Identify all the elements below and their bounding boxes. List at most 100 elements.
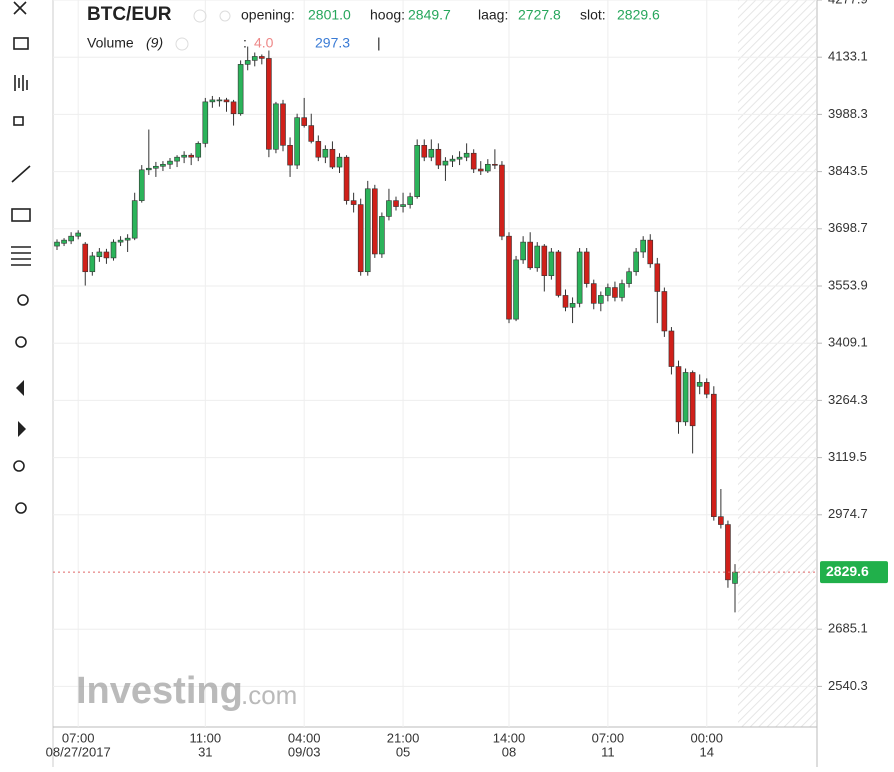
x-tick-label: 09/03 [288, 744, 321, 759]
candle-body [138, 169, 145, 201]
candle-body [294, 117, 300, 166]
scroll-left[interactable] [16, 380, 24, 396]
candle-body [82, 243, 89, 273]
y-tick-label: 3843.5 [828, 163, 868, 178]
candle-body [54, 241, 60, 247]
zoom-fit[interactable] [13, 460, 25, 472]
low-value: 2727.8 [518, 7, 561, 23]
candle-body [633, 251, 639, 273]
candle-body [273, 103, 279, 150]
zoom-out[interactable] [15, 336, 27, 348]
settings-icon[interactable] [219, 10, 231, 22]
candle-body [364, 188, 371, 273]
candle-body [195, 143, 202, 158]
select-tool[interactable] [13, 37, 29, 50]
y-tick-label: 3264.3 [828, 392, 868, 407]
candle-body [202, 101, 209, 144]
y-tick-label: 4133.1 [828, 49, 868, 64]
y-tick-label: 4277.9 [828, 0, 868, 6]
close-value: 2829.6 [617, 7, 660, 23]
candle-body [527, 241, 533, 269]
candle-body [485, 163, 491, 172]
zoom-reset[interactable] [15, 502, 27, 514]
visibility-icon[interactable] [193, 9, 207, 23]
candle-body [435, 148, 442, 166]
candle-body [280, 103, 286, 146]
fib-tool[interactable] [11, 246, 31, 266]
y-tick-label: 3409.1 [828, 335, 868, 350]
y-tick-label: 2540.3 [828, 678, 868, 693]
candle-body [379, 216, 385, 255]
line-tool[interactable] [11, 165, 31, 183]
open-value: 2801.0 [308, 7, 351, 23]
candle-body [146, 167, 152, 171]
candle-body [506, 235, 512, 320]
candle-body [477, 168, 484, 172]
candle-body [287, 145, 293, 166]
candle-body [576, 251, 583, 304]
x-tick-label: 21:00 [387, 730, 420, 745]
x-tick-label: 07:00 [62, 730, 95, 745]
volume-value: 4.0 [254, 35, 274, 51]
candle-body [322, 148, 329, 158]
candle-body [534, 245, 541, 269]
x-tick-label: 08 [502, 744, 516, 759]
candle-body [393, 200, 399, 207]
candle-body [68, 235, 74, 242]
legend: BTC/EUR opening: 2801.0 hoog: 2849.7 laa… [87, 4, 660, 51]
candle-body [61, 239, 67, 244]
last-price-label: 2829.6 [826, 563, 869, 579]
candle-body [513, 259, 519, 320]
x-tick-label: 05 [396, 744, 410, 759]
candle-body [329, 148, 336, 168]
candle-body [237, 64, 244, 115]
volume-visibility-icon[interactable] [175, 37, 189, 51]
candle-body [153, 165, 159, 169]
candle-body [350, 200, 357, 205]
candle-body [647, 239, 654, 265]
candle-body [583, 251, 590, 284]
candle-body [386, 200, 392, 217]
watermark-domain: .com [241, 680, 297, 710]
y-tick-label: 3698.7 [828, 220, 868, 235]
candle-tool[interactable] [14, 75, 28, 91]
candle-body [725, 524, 731, 581]
candle-body [372, 188, 378, 255]
candle-body [640, 239, 646, 253]
y-tick-label: 3988.3 [828, 106, 868, 121]
candle-body [89, 255, 96, 273]
candle-body [421, 145, 428, 158]
candle-body [569, 303, 576, 308]
candle-body [711, 393, 717, 517]
zoom-in[interactable] [17, 294, 29, 306]
candle-body [400, 204, 406, 207]
candle-body [682, 372, 689, 423]
x-tick-label: 14 [700, 744, 714, 759]
candle-body [160, 163, 166, 167]
x-tick-label: 00:00 [690, 730, 723, 745]
open-label: opening: [241, 7, 295, 23]
y-tick-label: 3119.5 [828, 449, 867, 464]
candle-body [75, 232, 81, 237]
candle-body [442, 160, 449, 166]
candle-body [244, 60, 251, 65]
candle-body [449, 158, 456, 162]
close-tool[interactable] [13, 1, 27, 15]
close-label: slot: [580, 7, 606, 23]
scroll-right[interactable] [18, 421, 26, 437]
candle-body [598, 295, 604, 304]
candle-body [407, 196, 413, 205]
layer-tool[interactable] [13, 116, 24, 126]
candle-body [696, 382, 703, 387]
candle-body [301, 117, 307, 126]
watermark-brand: Investing [76, 670, 243, 712]
candle-body [463, 152, 470, 158]
candle-body [619, 283, 625, 298]
x-tick-label: 08/27/2017 [46, 744, 111, 759]
candle-body [110, 241, 117, 259]
candle-body [124, 237, 131, 241]
candle-body [167, 160, 173, 165]
rect-tool[interactable] [11, 208, 31, 222]
candle-body [230, 101, 237, 115]
candle-body [520, 241, 526, 261]
